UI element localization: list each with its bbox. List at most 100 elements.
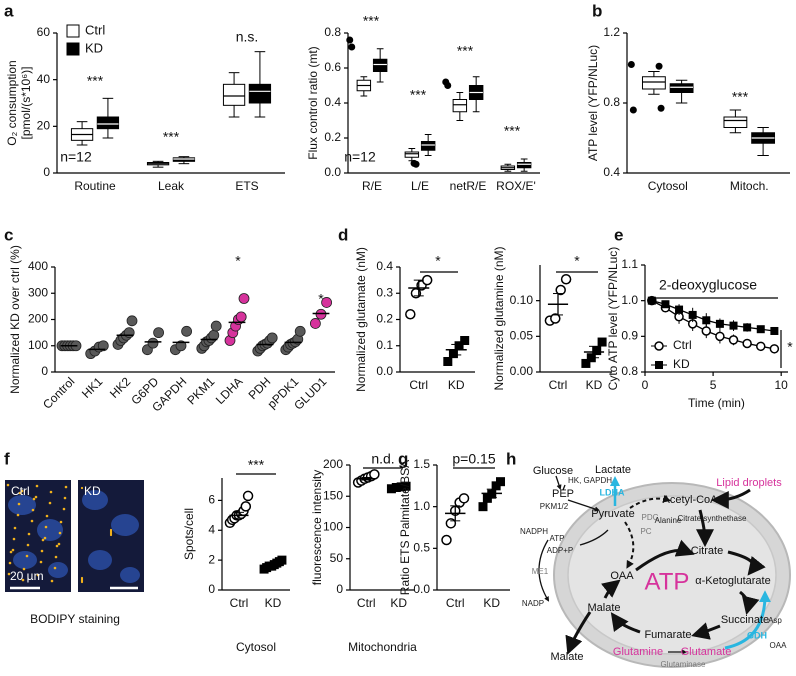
y-tick-label: 0 <box>41 364 48 378</box>
y-tick-label: 0.00 <box>510 364 534 378</box>
y-axis-label: Flux control ratio (mt) <box>306 46 320 159</box>
diagram-node: Glutamine <box>613 646 663 658</box>
x-tick-label: KD <box>448 378 465 392</box>
y-tick-label: 60 <box>37 25 51 39</box>
y-tick-label: 0 <box>336 582 343 596</box>
panel-label: f <box>4 449 10 468</box>
legend-swatch <box>66 42 80 56</box>
y-axis-label: Ratio ETS Palmitate/BSA <box>398 460 412 595</box>
diagram-node: NADPH <box>520 527 548 536</box>
lipid-spot <box>50 579 54 583</box>
lipid-spot <box>31 508 35 512</box>
data-point <box>277 555 287 565</box>
arrow <box>695 509 714 548</box>
data-point <box>242 490 254 502</box>
outlier <box>442 78 450 86</box>
y-axis-label: O₂ consumption <box>5 60 19 145</box>
data-point <box>592 346 602 356</box>
diagram-node: LDHA <box>600 487 625 497</box>
y-axis-label: [pmol/(s*10⁶)] <box>19 67 33 140</box>
outlier <box>627 61 635 68</box>
lipid-spot <box>36 573 40 577</box>
x-tick-label: Ctrl <box>230 596 249 610</box>
arrow <box>555 475 562 490</box>
x-tick-label: netR/E <box>450 179 487 193</box>
y-tick-label: 0.0 <box>376 364 393 378</box>
nucleus <box>111 514 139 536</box>
y-tick-label: 0.0 <box>413 582 430 596</box>
lipid-spot <box>53 566 57 570</box>
y-tick-label: 0.8 <box>621 364 638 378</box>
diagram-node: Glutamate <box>681 646 732 658</box>
diagram-node: ADP+P <box>547 546 573 555</box>
image-label: KD <box>84 484 101 498</box>
box <box>420 141 436 151</box>
data-point <box>386 484 396 494</box>
annotation: * <box>318 291 324 307</box>
mitochondrion <box>538 475 791 668</box>
outlier <box>346 36 354 44</box>
lipid-spot <box>27 532 31 536</box>
lipid-spot <box>48 501 52 505</box>
y-tick-label: 0.9 <box>621 329 638 343</box>
data-point <box>661 300 670 309</box>
x-tick-label: Routine <box>74 179 116 193</box>
x-tick-label: HK1 <box>79 374 106 401</box>
arrow <box>710 488 751 509</box>
arrow <box>565 611 592 655</box>
image-label: Ctrl <box>11 484 30 498</box>
lipid-spot <box>80 576 84 580</box>
y-tick-label: 100 <box>323 520 343 534</box>
lipid-spot <box>12 537 16 541</box>
lipid-spot <box>34 495 38 499</box>
annotation: n.d. <box>371 451 394 467</box>
lipid-spot <box>21 578 25 582</box>
y-axis-label: ATP level (YFP/NLuc) <box>586 45 600 161</box>
arrow <box>567 499 600 512</box>
y-tick-label: 1.1 <box>621 257 638 271</box>
y-tick-label: 0.8 <box>603 95 620 109</box>
data-point <box>210 320 222 332</box>
panel-label: c <box>4 225 13 244</box>
box <box>222 83 246 106</box>
lipid-spot <box>30 519 34 523</box>
diagram-node: Lactate <box>595 464 631 476</box>
data-point <box>496 477 506 487</box>
data-point <box>715 319 724 328</box>
x-tick-label: Ctrl <box>549 378 568 392</box>
data-point <box>401 481 411 491</box>
data-point <box>743 323 752 332</box>
arrow <box>727 550 766 576</box>
stain-label: BODIPY staining <box>30 612 120 626</box>
data-point <box>655 361 663 369</box>
y-tick-label: 1.0 <box>413 499 430 513</box>
box <box>723 116 748 128</box>
y-tick-label: 200 <box>28 312 48 326</box>
y-tick-label: 2 <box>208 552 215 566</box>
lipid-spot <box>35 484 39 488</box>
data-point <box>458 493 470 504</box>
lipid-spot <box>45 514 49 518</box>
y-tick-label: 0.2 <box>376 312 393 326</box>
data-point <box>756 341 766 352</box>
lipid-spot <box>40 549 44 553</box>
diagram-node: HK, GAPDH <box>568 476 612 485</box>
data-point <box>654 341 664 351</box>
diagram-node: Malate <box>550 651 583 663</box>
data-point <box>443 357 453 366</box>
scale-label: 20 µm <box>10 569 44 583</box>
data-point <box>675 305 684 314</box>
annotation: n=12 <box>60 149 92 165</box>
panel-label: a <box>4 1 14 20</box>
annotation: *** <box>410 87 427 103</box>
arrow <box>629 494 672 509</box>
annotation: *** <box>248 457 265 473</box>
x-tick-label: ROX/E' <box>496 179 536 193</box>
y-tick-label: 0.4 <box>603 165 620 179</box>
data-point <box>123 327 135 339</box>
y-tick-label: 4 <box>208 522 215 536</box>
arrow <box>610 612 641 634</box>
data-point <box>769 344 780 354</box>
x-tick-label: Control <box>40 374 77 411</box>
